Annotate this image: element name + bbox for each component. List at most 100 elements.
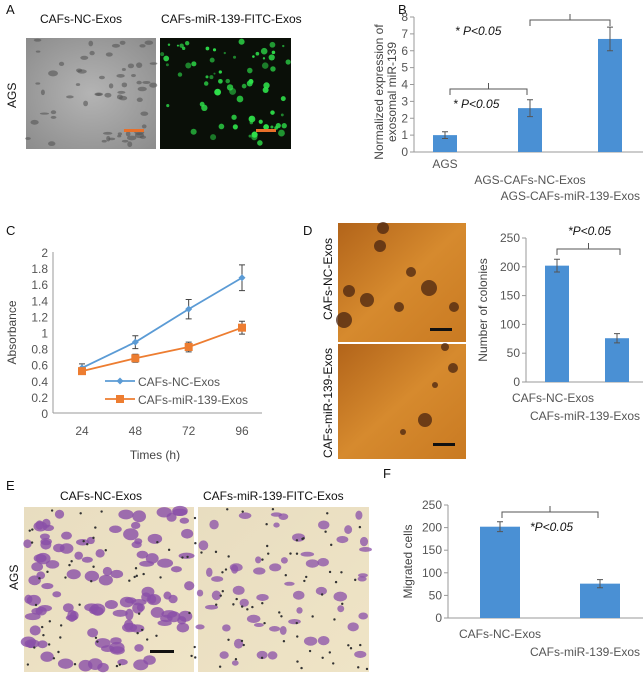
colony bbox=[377, 222, 389, 234]
legend-marker bbox=[116, 395, 124, 403]
cell bbox=[149, 82, 158, 88]
fluorescent-cell bbox=[218, 123, 225, 130]
cell bbox=[119, 95, 128, 101]
chart-b: 0 1 2 3 4 5 6 7 8 AGS AGS-CAFs-NC-Exos AGS-CAFs-miR… bbox=[372, 10, 643, 203]
stained-cell bbox=[172, 508, 188, 517]
membrane-pore bbox=[34, 603, 38, 607]
panel-letter-e: E bbox=[6, 478, 15, 493]
membrane-pore bbox=[278, 611, 281, 614]
fluorescent-cell bbox=[209, 75, 214, 80]
y-tick-label: 0.2 bbox=[31, 391, 48, 405]
y-tick-label: 0 bbox=[435, 611, 442, 625]
scale-bar bbox=[430, 328, 452, 331]
cell bbox=[58, 61, 65, 66]
stained-cell bbox=[211, 590, 222, 601]
membrane-pore bbox=[194, 656, 197, 659]
fluorescent-cell bbox=[260, 47, 268, 55]
stained-cell bbox=[231, 660, 239, 666]
membrane-pore bbox=[181, 556, 184, 559]
bar bbox=[605, 338, 629, 382]
fluorescent-cell bbox=[251, 133, 258, 141]
membrane-pore bbox=[190, 654, 193, 658]
stained-cell bbox=[219, 651, 229, 659]
data-point bbox=[131, 354, 140, 363]
error-bar bbox=[554, 258, 560, 273]
scale-bar bbox=[256, 129, 276, 132]
panel-letter-a: A bbox=[6, 2, 15, 17]
membrane-pore bbox=[86, 543, 89, 546]
membrane-pore bbox=[59, 624, 63, 627]
membrane-pore bbox=[46, 570, 49, 574]
y-tick-label: 3 bbox=[401, 94, 408, 108]
membrane-pore bbox=[31, 528, 34, 531]
membrane-pore bbox=[82, 539, 85, 543]
stained-cell bbox=[23, 539, 32, 549]
fluorescent-cell bbox=[232, 124, 238, 130]
membrane-pore bbox=[235, 597, 238, 601]
cell bbox=[76, 68, 83, 73]
membrane-pore bbox=[227, 638, 230, 641]
y-axis-title: exosomal miR-139 bbox=[385, 42, 399, 142]
fluorescent-cell bbox=[163, 55, 170, 62]
membrane-pore bbox=[186, 555, 189, 559]
fluorescent-cell bbox=[179, 43, 184, 48]
membrane-pore bbox=[30, 541, 34, 544]
y-tick-label: 0.6 bbox=[31, 359, 48, 373]
stained-cell bbox=[337, 605, 345, 613]
membrane-pore bbox=[295, 552, 299, 555]
membrane-pore bbox=[115, 664, 119, 668]
membrane-pore bbox=[251, 605, 254, 609]
membrane-pore bbox=[28, 529, 31, 532]
fluorescent-cell bbox=[213, 72, 216, 75]
membrane-pore bbox=[68, 563, 71, 567]
x-tick-label: 72 bbox=[182, 424, 196, 438]
y-tick-label: 0 bbox=[41, 407, 48, 421]
membrane-pore bbox=[193, 645, 196, 649]
membrane-pore bbox=[240, 605, 244, 608]
panel-letter-b: B bbox=[398, 2, 407, 17]
fluorescent-cell bbox=[262, 57, 266, 60]
stained-cell bbox=[134, 644, 144, 652]
membrane-pore bbox=[358, 525, 362, 529]
stained-cell bbox=[279, 625, 287, 635]
membrane-pore bbox=[38, 577, 41, 580]
membrane-pore bbox=[300, 666, 303, 670]
membrane-pore bbox=[92, 536, 95, 540]
fluorescent-cell bbox=[241, 83, 247, 89]
y-tick-label: 1.8 bbox=[31, 262, 48, 276]
p-value-annotation: *P<0.05 bbox=[530, 520, 573, 534]
panel-letter-f: F bbox=[383, 466, 391, 481]
stained-cell bbox=[81, 556, 93, 563]
fluorescent-cell bbox=[201, 104, 208, 112]
cell bbox=[48, 141, 56, 147]
stained-cell bbox=[40, 651, 54, 662]
cell bbox=[149, 62, 158, 65]
scale-bar bbox=[433, 443, 455, 446]
membrane-pore bbox=[200, 551, 203, 554]
stained-cell bbox=[280, 557, 288, 564]
stained-cell bbox=[256, 593, 269, 601]
membrane-pore bbox=[134, 567, 138, 570]
membrane-pore bbox=[218, 665, 222, 668]
stained-cell bbox=[31, 562, 44, 572]
stained-cell bbox=[206, 567, 213, 577]
stained-cell bbox=[296, 607, 303, 614]
fluorescent-cell bbox=[190, 128, 197, 135]
stained-cell bbox=[300, 551, 315, 557]
cell bbox=[75, 83, 81, 87]
fluorescent-cell bbox=[270, 110, 275, 115]
y-tick-label: 200 bbox=[500, 260, 520, 274]
fluorescent-cell bbox=[278, 129, 285, 137]
membrane-pore bbox=[240, 639, 244, 643]
y-tick-label: 250 bbox=[422, 498, 442, 512]
stained-cell bbox=[317, 557, 329, 567]
stained-cell bbox=[336, 536, 349, 544]
p-value-annotation: * P<0.05 bbox=[453, 97, 500, 111]
y-tick-label: 2 bbox=[401, 111, 408, 125]
y-tick-label: 250 bbox=[500, 231, 520, 245]
colony bbox=[418, 413, 432, 427]
membrane-pore bbox=[347, 644, 350, 647]
series-line bbox=[81, 326, 243, 373]
stained-cell bbox=[110, 569, 124, 579]
membrane-pore bbox=[26, 663, 30, 666]
